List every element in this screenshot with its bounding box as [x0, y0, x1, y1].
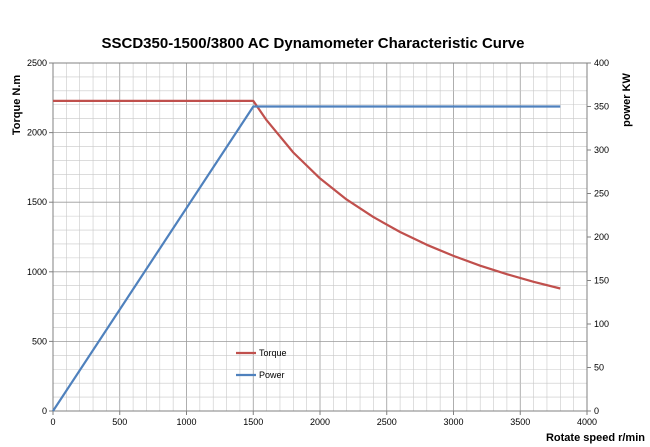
x-tick-label: 2500 [377, 417, 397, 427]
y2-tick-label: 150 [594, 276, 609, 286]
x-tick-label: 0 [50, 417, 55, 427]
legend-label-torque: Torque [259, 348, 287, 358]
y2-tick-label: 50 [594, 363, 604, 373]
y-axis-label: Torque N.m [11, 75, 23, 136]
y2-tick-label: 100 [594, 319, 609, 329]
x-tick-label: 1000 [176, 417, 196, 427]
x-tick-label: 4000 [577, 417, 597, 427]
y2-tick-label: 400 [594, 58, 609, 68]
y2-tick-label: 350 [594, 102, 609, 112]
chart-title: SSCD350-1500/3800 AC Dynamometer Charact… [102, 35, 525, 52]
y2-tick-label: 250 [594, 189, 609, 199]
y2-tick-label: 300 [594, 145, 609, 155]
y-tick-label: 2500 [27, 58, 47, 68]
y2-axis-label: power KW [621, 72, 633, 126]
x-tick-labels: 0 500 1000 1500 2000 2500 3000 3500 4000 [50, 411, 597, 427]
series-line-power [52, 105, 561, 412]
legend-label-power: Power [259, 370, 285, 380]
y-tick-label: 0 [42, 406, 47, 416]
y-tick-label: 1000 [27, 267, 47, 277]
y-tick-labels: 0 500 1000 1500 2000 2500 [27, 58, 53, 416]
x-tick-label: 1500 [243, 417, 263, 427]
y2-tick-label: 200 [594, 232, 609, 242]
series-line-torque [53, 99, 561, 290]
x-tick-label: 3000 [443, 417, 463, 427]
y-tick-label: 2000 [27, 128, 47, 138]
x-tick-label: 500 [112, 417, 127, 427]
y2-tick-label: 0 [594, 406, 599, 416]
x-tick-label: 3500 [510, 417, 530, 427]
grid [53, 63, 587, 411]
y2-tick-labels: 0 50 100 150 200 250 300 350 400 [587, 58, 609, 416]
y-tick-label: 500 [32, 336, 47, 346]
x-tick-label: 2000 [310, 417, 330, 427]
series-lines [52, 99, 561, 412]
y-tick-label: 1500 [27, 197, 47, 207]
x-axis-label: Rotate speed r/min [546, 432, 645, 444]
legend: Torque Power [236, 348, 287, 380]
